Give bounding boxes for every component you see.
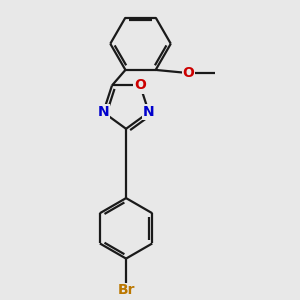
Text: Br: Br [117, 283, 135, 296]
Text: N: N [143, 105, 154, 119]
Text: O: O [182, 66, 194, 80]
Text: N: N [98, 105, 109, 119]
Text: O: O [134, 79, 146, 92]
